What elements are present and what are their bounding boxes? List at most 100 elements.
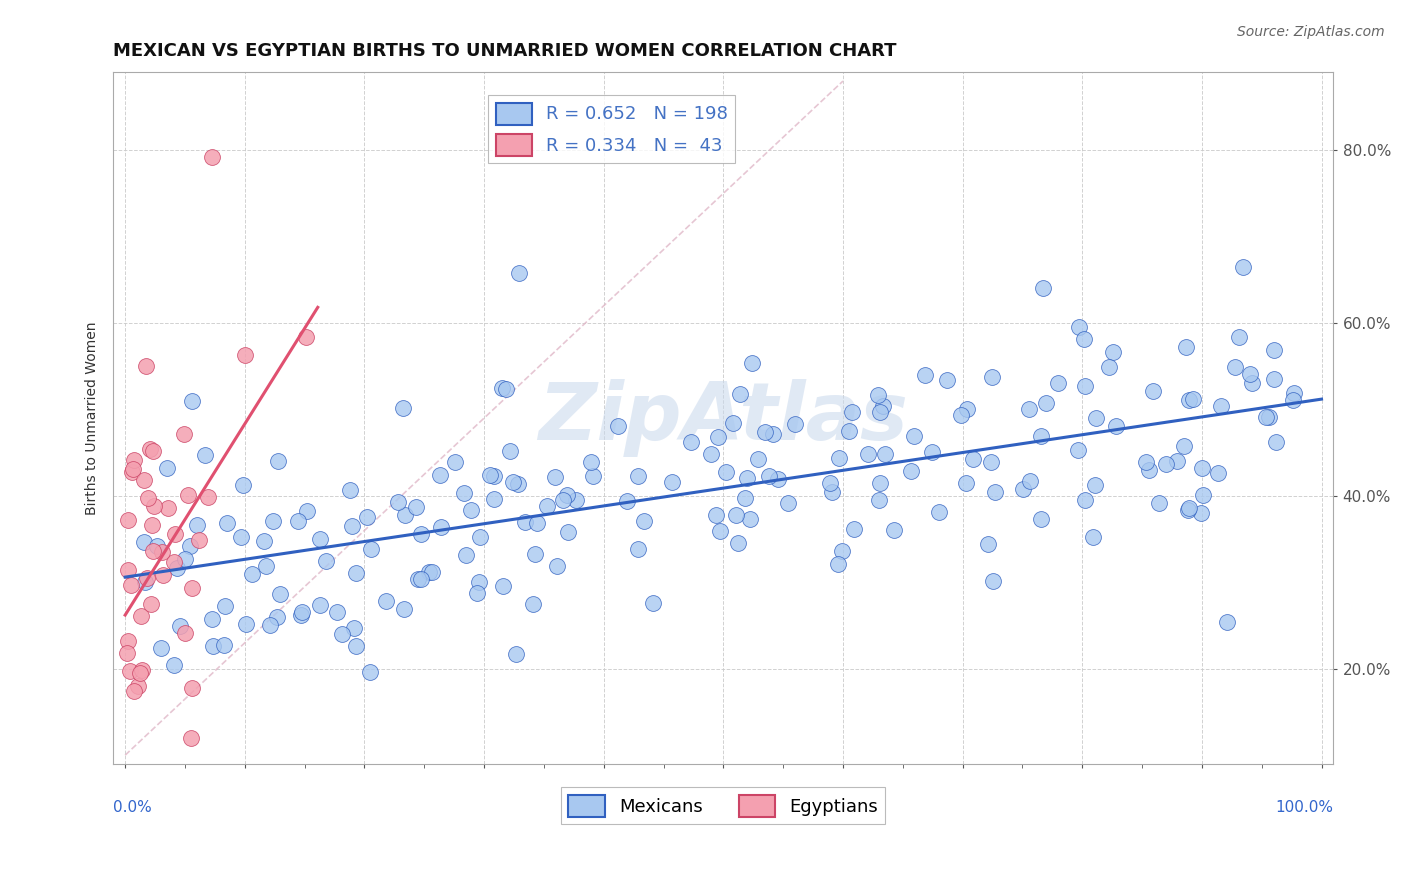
Point [616, 493, 638, 508]
Point [1046, 376, 1069, 391]
Point [754, 425, 776, 439]
Point [844, 522, 866, 536]
Point [1035, 395, 1057, 409]
Point [1281, 393, 1303, 408]
Point [838, 424, 860, 438]
Point [141, 518, 163, 533]
Point [163, 657, 186, 672]
Point [115, 646, 138, 660]
Text: MEXICAN VS EGYPTIAN BIRTHS TO UNMARRIED WOMEN CORRELATION CHART: MEXICAN VS EGYPTIAN BIRTHS TO UNMARRIED … [114, 42, 897, 60]
Point [156, 460, 179, 475]
Point [513, 515, 536, 529]
Point [254, 559, 277, 574]
Point [394, 508, 416, 523]
Point [391, 401, 413, 415]
Point [1206, 466, 1229, 480]
Point [1019, 474, 1042, 488]
Point [544, 470, 567, 484]
Point [747, 452, 769, 467]
Point [980, 369, 1002, 384]
Point [706, 430, 728, 444]
Point [163, 555, 186, 569]
Point [546, 559, 568, 574]
Point [131, 663, 153, 677]
Point [1083, 530, 1105, 544]
Point [291, 605, 314, 619]
Point [724, 508, 747, 523]
Point [1191, 461, 1213, 475]
Point [776, 495, 799, 509]
Point [536, 499, 558, 513]
Point [177, 488, 200, 502]
Point [818, 476, 841, 491]
Point [741, 356, 763, 370]
Point [142, 444, 165, 458]
Point [344, 639, 367, 653]
Point [122, 684, 145, 698]
Point [179, 539, 201, 553]
Text: ZipAtlas: ZipAtlas [538, 379, 908, 457]
Point [141, 597, 163, 611]
Point [129, 609, 152, 624]
Point [956, 402, 979, 417]
Point [1189, 507, 1212, 521]
Point [495, 382, 517, 396]
Point [872, 399, 894, 413]
Point [950, 408, 973, 422]
Point [716, 465, 738, 479]
Point [1258, 410, 1281, 425]
Point [508, 477, 530, 491]
Point [1142, 384, 1164, 398]
Point [235, 617, 257, 632]
Point [134, 575, 156, 590]
Point [252, 533, 274, 548]
Point [117, 563, 139, 577]
Point [704, 508, 727, 523]
Point [700, 447, 723, 461]
Point [188, 533, 211, 548]
Point [197, 490, 219, 504]
Point [1175, 340, 1198, 354]
Point [465, 586, 488, 600]
Point [557, 524, 579, 539]
Point [1192, 488, 1215, 502]
Point [163, 527, 186, 541]
Point [478, 467, 501, 482]
Point [499, 443, 522, 458]
Point [1102, 345, 1125, 359]
Point [1105, 419, 1128, 434]
Point [229, 530, 252, 544]
Point [555, 488, 578, 502]
Point [1211, 399, 1233, 413]
Point [169, 619, 191, 633]
Point [152, 567, 174, 582]
Point [117, 790, 139, 805]
Point [766, 472, 789, 486]
Point [508, 266, 530, 280]
Point [1135, 455, 1157, 469]
Point [129, 665, 152, 680]
Point [235, 348, 257, 362]
Point [315, 554, 337, 568]
Point [785, 417, 807, 431]
Point [467, 574, 489, 589]
Point [1166, 454, 1188, 468]
Point [132, 473, 155, 487]
Point [1073, 332, 1095, 346]
Point [607, 419, 630, 434]
Point [429, 467, 451, 482]
Point [856, 447, 879, 461]
Point [1263, 371, 1285, 385]
Point [868, 388, 890, 402]
Point [661, 475, 683, 490]
Point [627, 541, 650, 556]
Point [405, 500, 427, 514]
Point [174, 625, 197, 640]
Point [124, 453, 146, 467]
Point [127, 679, 149, 693]
Point [928, 505, 950, 519]
Point [1177, 503, 1199, 517]
Point [1227, 330, 1250, 344]
Text: Source: ZipAtlas.com: Source: ZipAtlas.com [1237, 25, 1385, 39]
Point [981, 574, 1004, 588]
